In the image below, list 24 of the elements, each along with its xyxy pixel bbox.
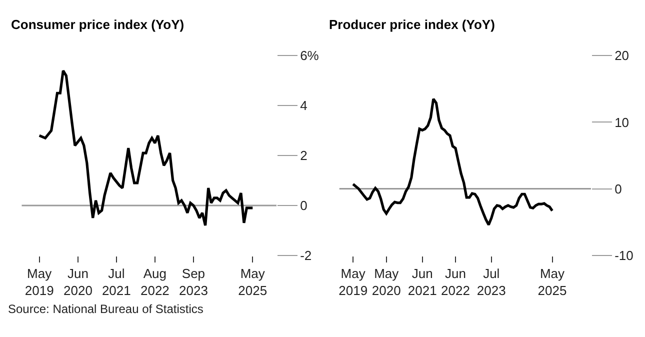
x-tick-label: Jul 2023 — [476, 266, 506, 298]
x-tick-label: Jun 2020 — [64, 266, 92, 298]
x-tick-label: May 2025 — [538, 266, 567, 298]
y-tick-label: 0 — [614, 181, 622, 196]
x-tick-label: May 2020 — [372, 266, 401, 298]
x-tick-label: Jun 2022 — [441, 266, 470, 298]
y-tick-label: -10 — [614, 248, 634, 263]
x-tick-label: May 2025 — [238, 266, 268, 298]
x-tick-label: Jul 2021 — [102, 266, 131, 298]
x-tick-label: Sep 2023 — [179, 266, 208, 298]
y-tick-label: 6% — [300, 48, 320, 64]
y-tick-label: 2 — [300, 148, 308, 164]
x-tick-label: May 2019 — [338, 266, 368, 298]
chart-title: Producer price index (YoY) — [329, 17, 495, 32]
chart-title: Consumer price index (YoY) — [11, 17, 184, 32]
y-tick-label: -2 — [300, 248, 312, 263]
y-tick-label: 4 — [300, 98, 308, 114]
y-tick-label: 0 — [300, 198, 308, 213]
y-tick-label: 10 — [614, 114, 630, 130]
x-tick-label: Jun 2021 — [408, 266, 437, 298]
x-tick-label: Aug 2022 — [140, 266, 170, 298]
source-note: Source: National Bureau of Statistics — [8, 302, 204, 316]
x-tick-label: May 2019 — [24, 266, 54, 298]
y-tick-label: 20 — [614, 48, 630, 64]
